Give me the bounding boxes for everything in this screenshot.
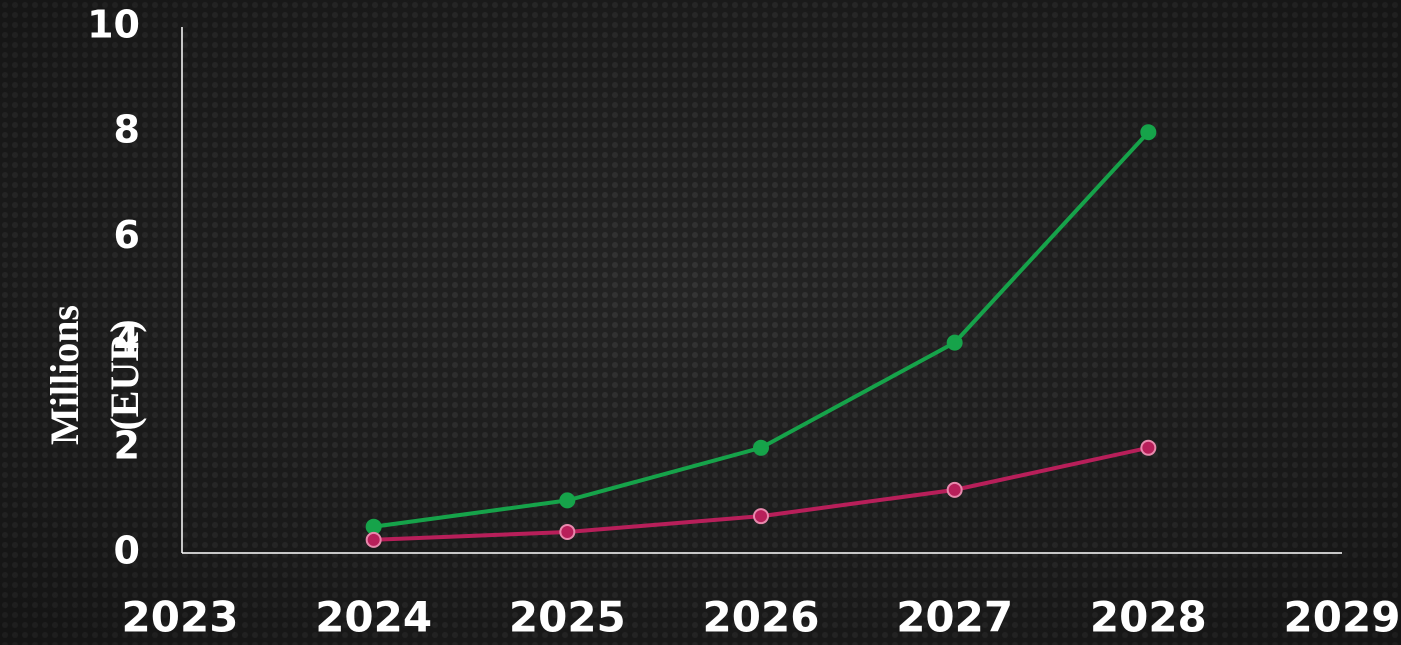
point (559, 492, 576, 509)
y-tick-label: 6 (114, 213, 140, 257)
y-tick-label: 8 (114, 108, 140, 152)
y-axis-label: Millions (EUR) (42, 304, 147, 446)
x-tick-label: 2024 (315, 593, 432, 642)
x-tick-label: 2028 (1090, 593, 1207, 642)
y-tick-label: 0 (114, 529, 140, 573)
point (946, 481, 963, 498)
point (365, 518, 382, 535)
x-tick-label: 2023 (122, 593, 239, 642)
point (1140, 124, 1157, 141)
point (946, 334, 963, 351)
y-tick-label: 4 (114, 318, 140, 362)
point (559, 523, 576, 540)
point (365, 531, 382, 548)
x-tick-label: 2029 (1284, 593, 1401, 642)
x-tick-label: 2026 (703, 593, 820, 642)
y-tick-label: 2 (114, 423, 140, 467)
point (753, 508, 769, 525)
point (1140, 439, 1157, 456)
y-tick-label: 10 (87, 3, 140, 47)
x-tick-label: 2025 (509, 593, 626, 642)
x-tick-label: 2027 (896, 593, 1013, 642)
point (753, 439, 769, 456)
